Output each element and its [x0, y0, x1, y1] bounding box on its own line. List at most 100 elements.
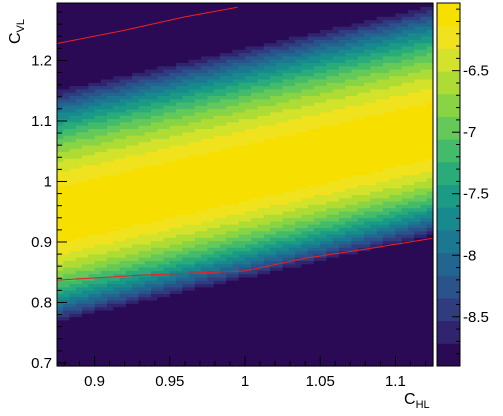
- heatmap-cell: [100, 303, 108, 308]
- heatmap-cell: [301, 257, 309, 261]
- heatmap-cell: [295, 323, 302, 327]
- heatmap-cell: [144, 168, 152, 172]
- heatmap-cell: [157, 210, 165, 215]
- heatmap-cell: [169, 88, 177, 93]
- heatmap-cell: [213, 108, 221, 113]
- heatmap-cell: [113, 293, 121, 298]
- heatmap-cell: [188, 121, 196, 126]
- heatmap-cell: [169, 72, 177, 77]
- heatmap-cell: [57, 349, 64, 354]
- heatmap-cell: [88, 362, 96, 367]
- heatmap-cell: [295, 148, 302, 153]
- heatmap-cell: [163, 270, 171, 275]
- heatmap-cell: [232, 45, 240, 50]
- heatmap-cell: [219, 257, 227, 261]
- heatmap-cell: [69, 290, 77, 294]
- heatmap-cell: [144, 148, 152, 153]
- heatmap-cell: [282, 168, 290, 172]
- heatmap-cell: [125, 286, 133, 291]
- heatmap-cell: [219, 45, 227, 50]
- heatmap-cell: [100, 115, 108, 120]
- heatmap-cell: [151, 82, 158, 87]
- heatmap-cell: [151, 72, 158, 77]
- heatmap-cell: [201, 263, 208, 268]
- heatmap-cell: [320, 69, 328, 73]
- heatmap-cell: [307, 125, 315, 129]
- heatmap-cell: [270, 356, 277, 360]
- heatmap-cell: [301, 309, 309, 314]
- heatmap-cell: [100, 105, 108, 110]
- heatmap-cell: [100, 253, 108, 258]
- heatmap-cell: [88, 92, 96, 96]
- heatmap-cell: [313, 16, 321, 21]
- heatmap-cell: [119, 148, 127, 153]
- heatmap-cell: [339, 280, 346, 285]
- heatmap-cell: [100, 359, 108, 364]
- heatmap-cell: [94, 78, 102, 83]
- heatmap-cell: [94, 217, 102, 222]
- heatmap-cell: [100, 102, 108, 106]
- heatmap-cell: [263, 82, 271, 87]
- heatmap-cell: [125, 158, 133, 162]
- heatmap-cell: [82, 342, 89, 347]
- heatmap-cell: [219, 234, 227, 238]
- heatmap-cell: [257, 62, 265, 67]
- heatmap-cell: [282, 138, 290, 143]
- heatmap-cell: [63, 29, 71, 34]
- heatmap-cell: [326, 92, 334, 96]
- heatmap-cell: [282, 144, 290, 149]
- heatmap-cell: [207, 349, 215, 354]
- heatmap-cell: [188, 210, 196, 215]
- heatmap-cell: [257, 108, 265, 113]
- heatmap-cell: [307, 164, 315, 169]
- heatmap-cell: [100, 6, 108, 11]
- heatmap-cell: [57, 177, 64, 182]
- heatmap-cell: [194, 151, 202, 156]
- heatmap-cell: [301, 141, 309, 146]
- heatmap-cell: [138, 210, 146, 215]
- heatmap-cell: [263, 141, 271, 146]
- heatmap-cell: [75, 329, 83, 334]
- heatmap-cell: [188, 144, 196, 149]
- heatmap-cell: [151, 88, 158, 93]
- heatmap-cell: [276, 250, 284, 255]
- heatmap-cell: [151, 105, 158, 110]
- heatmap-cell: [88, 118, 96, 123]
- heatmap-cell: [194, 49, 202, 54]
- heatmap-cell: [194, 65, 202, 70]
- heatmap-cell: [57, 131, 64, 136]
- heatmap-cell: [238, 319, 246, 324]
- heatmap-cell: [326, 336, 334, 341]
- heatmap-cell: [119, 260, 127, 265]
- heatmap-cell: [276, 197, 284, 202]
- heatmap-cell: [251, 32, 259, 37]
- heatmap-cell: [307, 6, 315, 11]
- heatmap-cell: [151, 296, 158, 301]
- heatmap-cell: [69, 323, 77, 327]
- heatmap-cell: [188, 267, 196, 271]
- heatmap-cell: [245, 342, 252, 347]
- heatmap-cell: [288, 108, 296, 113]
- heatmap-cell: [276, 276, 284, 281]
- heatmap-cell: [251, 296, 259, 301]
- heatmap-cell: [251, 214, 259, 219]
- heatmap-cell: [301, 336, 309, 341]
- heatmap-cell: [238, 273, 246, 278]
- heatmap-cell: [63, 253, 71, 258]
- heatmap-cell: [207, 356, 215, 360]
- heatmap-cell: [157, 204, 165, 209]
- heatmap-cell: [201, 217, 208, 222]
- heatmap-cell: [201, 36, 208, 40]
- heatmap-cell: [169, 283, 177, 288]
- heatmap-cell: [182, 339, 190, 344]
- heatmap-cell: [313, 19, 321, 24]
- heatmap-cell: [326, 313, 334, 318]
- heatmap-cell: [263, 12, 271, 17]
- heatmap-cell: [270, 164, 277, 169]
- heatmap-cell: [125, 217, 133, 222]
- heatmap-cell: [113, 339, 121, 344]
- heatmap-cell: [251, 141, 259, 146]
- heatmap-cell: [326, 115, 334, 120]
- heatmap-cell: [107, 356, 114, 360]
- heatmap-cell: [276, 336, 284, 341]
